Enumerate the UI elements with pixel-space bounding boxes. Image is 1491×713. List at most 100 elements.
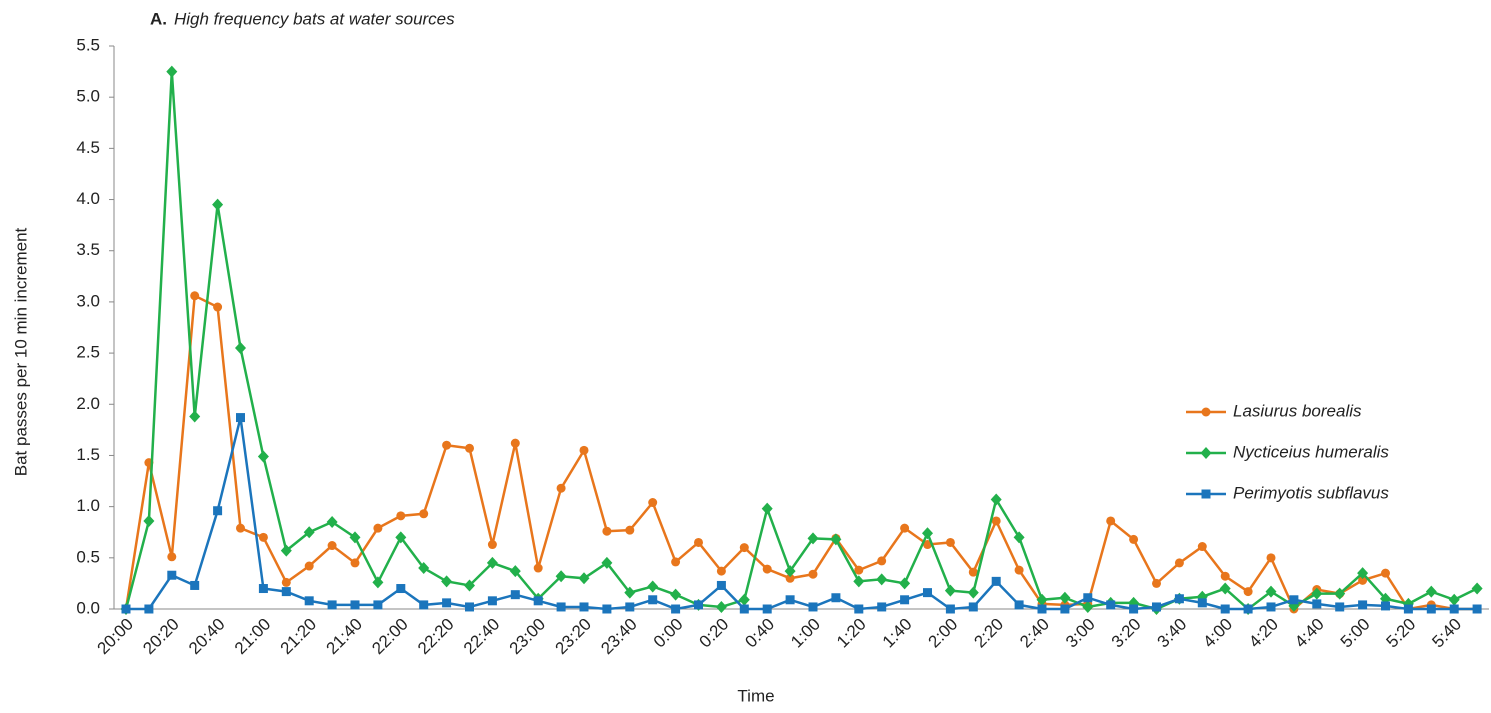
data-point	[762, 604, 772, 614]
data-point	[968, 567, 978, 577]
y-tick-label: 5.0	[76, 87, 100, 106]
x-tick-label: 3:20	[1108, 615, 1145, 652]
data-point	[579, 602, 589, 612]
data-point	[716, 580, 726, 590]
data-point	[1471, 582, 1483, 595]
x-tick-label: 23:20	[551, 615, 595, 659]
data-point	[1312, 599, 1322, 609]
data-point	[465, 443, 474, 453]
data-point	[510, 590, 520, 600]
data-point	[1266, 602, 1276, 612]
data-point	[625, 525, 635, 535]
x-tick-label: 1:20	[833, 615, 870, 652]
data-point	[396, 511, 406, 521]
data-point	[373, 600, 383, 610]
x-tick-label: 20:20	[139, 615, 183, 659]
data-point	[853, 575, 865, 588]
data-point	[1174, 594, 1184, 604]
data-point	[486, 556, 498, 569]
x-tick-label: 22:20	[414, 615, 458, 659]
data-point	[213, 506, 223, 516]
data-point	[533, 563, 543, 573]
data-point	[1152, 578, 1161, 588]
data-point	[510, 438, 520, 448]
data-point	[372, 576, 384, 589]
x-tick-label: 2:40	[1016, 615, 1053, 652]
data-point	[761, 502, 773, 515]
data-point	[923, 588, 932, 598]
x-tick-label: 20:40	[185, 615, 229, 659]
data-point	[327, 541, 337, 551]
data-point	[441, 575, 453, 588]
data-point	[1197, 542, 1207, 552]
x-tick-label: 21:20	[277, 615, 321, 659]
x-tick-label: 4:40	[1291, 615, 1328, 652]
x-tick-label: 21:00	[231, 615, 275, 659]
data-point	[167, 570, 177, 580]
data-point	[280, 544, 292, 557]
data-point	[1243, 604, 1253, 614]
data-point	[143, 514, 155, 527]
data-point	[1311, 587, 1323, 600]
x-tick-label: 2:20	[970, 615, 1007, 652]
data-point	[395, 531, 407, 544]
data-point	[350, 600, 360, 610]
data-point	[258, 532, 268, 542]
data-point	[487, 540, 497, 550]
data-point	[1448, 593, 1460, 606]
data-point	[257, 450, 269, 463]
data-point	[602, 526, 612, 536]
data-point	[303, 526, 315, 539]
data-point	[625, 602, 635, 612]
data-point	[1060, 604, 1070, 614]
data-point	[1220, 571, 1230, 581]
data-point	[991, 576, 1001, 586]
data-point	[944, 584, 956, 597]
data-point	[990, 493, 1002, 506]
data-point	[121, 604, 131, 614]
data-point	[648, 498, 658, 508]
data-point	[1059, 591, 1071, 604]
data-point	[671, 557, 681, 567]
data-point	[189, 410, 201, 423]
data-point	[968, 602, 978, 612]
y-tick-label: 0.0	[76, 598, 100, 617]
data-point	[578, 572, 590, 585]
data-point	[166, 65, 178, 78]
data-point	[739, 604, 749, 614]
data-point	[945, 537, 955, 547]
data-point	[1106, 516, 1116, 526]
data-point	[373, 523, 383, 533]
x-tick-label: 1:00	[787, 615, 824, 652]
data-point	[785, 595, 795, 605]
y-tick-label: 4.5	[76, 138, 100, 157]
data-point	[212, 198, 224, 211]
data-point	[190, 580, 200, 590]
data-point	[1082, 600, 1094, 613]
x-axis-label: Time	[737, 686, 774, 705]
legend-label: Nycticeius humeralis	[1233, 442, 1389, 461]
data-point	[624, 586, 636, 599]
data-point	[1381, 568, 1390, 578]
data-point	[555, 570, 567, 583]
y-tick-label: 1.0	[76, 496, 100, 515]
data-point	[670, 588, 682, 601]
data-point	[922, 527, 933, 540]
data-point	[349, 531, 361, 544]
data-point	[715, 600, 727, 613]
data-point	[1449, 604, 1459, 614]
legend-marker	[1201, 489, 1211, 499]
y-axis-label: Bat passes per 10 min increment	[11, 227, 30, 476]
data-point	[1403, 604, 1413, 614]
series-line	[124, 71, 1478, 611]
data-point	[236, 413, 245, 423]
data-point	[396, 584, 406, 594]
data-point	[235, 341, 246, 354]
x-tick-label: 0:40	[741, 615, 778, 652]
data-point	[1152, 602, 1161, 612]
data-point	[877, 602, 887, 612]
data-point	[487, 596, 497, 606]
data-point	[327, 600, 337, 610]
y-tick-label: 1.5	[76, 445, 100, 464]
